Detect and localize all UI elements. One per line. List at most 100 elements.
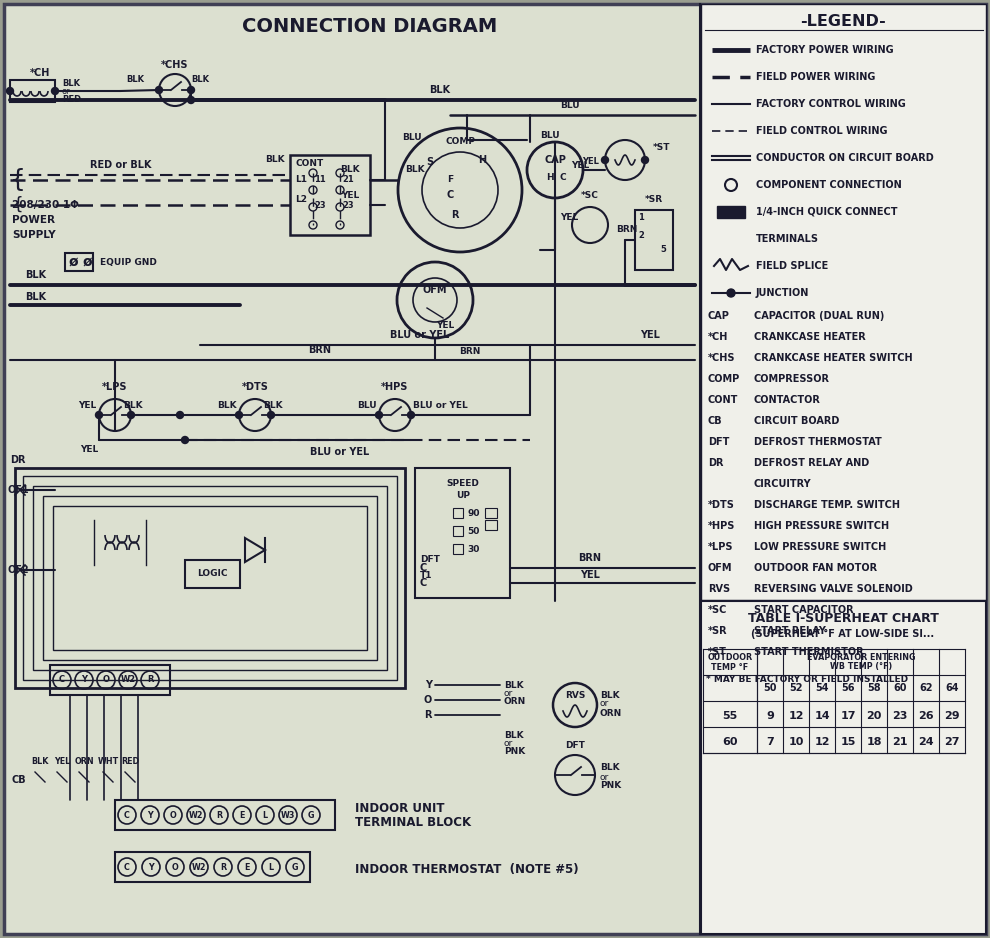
Text: H: H bbox=[478, 155, 486, 165]
Text: JUNCTION: JUNCTION bbox=[756, 288, 810, 298]
Text: Y: Y bbox=[425, 680, 432, 690]
Text: 21: 21 bbox=[892, 737, 908, 747]
Text: CRANKCASE HEATER: CRANKCASE HEATER bbox=[754, 332, 865, 342]
Text: EVAPORATOR ENTERING: EVAPORATOR ENTERING bbox=[807, 653, 915, 661]
Bar bbox=[453, 544, 463, 554]
Text: BLK: BLK bbox=[263, 401, 283, 410]
Circle shape bbox=[181, 436, 188, 444]
Text: YEL: YEL bbox=[80, 446, 98, 455]
Text: OUTDOOR: OUTDOOR bbox=[708, 653, 752, 661]
Text: INDOOR UNIT: INDOOR UNIT bbox=[355, 801, 445, 814]
Text: FIELD CONTROL WIRING: FIELD CONTROL WIRING bbox=[756, 126, 887, 136]
Text: 24: 24 bbox=[918, 737, 934, 747]
Text: 50: 50 bbox=[763, 683, 777, 693]
Bar bbox=[415, 468, 510, 598]
Text: O: O bbox=[103, 675, 110, 685]
Text: BLU: BLU bbox=[357, 401, 377, 410]
Text: OFM: OFM bbox=[423, 285, 447, 295]
Text: BLU: BLU bbox=[541, 130, 559, 140]
Bar bbox=[290, 155, 370, 235]
Text: COMP: COMP bbox=[445, 138, 475, 146]
Text: G: G bbox=[308, 810, 314, 820]
Text: BLK: BLK bbox=[32, 758, 49, 766]
Text: 12: 12 bbox=[788, 711, 804, 721]
Bar bbox=[453, 526, 463, 536]
Text: YEL: YEL bbox=[560, 213, 578, 221]
Text: 208/230 1Φ: 208/230 1Φ bbox=[12, 200, 79, 210]
Text: W2: W2 bbox=[121, 675, 136, 685]
Text: FACTORY POWER WIRING: FACTORY POWER WIRING bbox=[756, 45, 894, 55]
Text: BRN: BRN bbox=[309, 345, 332, 355]
Text: CIRCUIT BOARD: CIRCUIT BOARD bbox=[754, 416, 840, 426]
Circle shape bbox=[95, 412, 103, 418]
Text: T1: T1 bbox=[420, 570, 433, 580]
Text: BLU: BLU bbox=[560, 101, 580, 111]
Text: *CH: *CH bbox=[708, 332, 729, 342]
Text: R: R bbox=[220, 863, 226, 871]
Text: DR: DR bbox=[10, 455, 26, 465]
Bar bbox=[485, 508, 497, 518]
Text: BRN: BRN bbox=[578, 553, 602, 563]
Text: 23: 23 bbox=[343, 201, 353, 209]
Text: DFT: DFT bbox=[420, 555, 440, 565]
Text: E: E bbox=[245, 863, 249, 871]
Circle shape bbox=[187, 97, 194, 103]
Bar bbox=[453, 508, 463, 518]
Text: 62: 62 bbox=[920, 683, 933, 693]
Text: E: E bbox=[240, 810, 245, 820]
Circle shape bbox=[267, 412, 274, 418]
Bar bbox=[33, 486, 387, 670]
Text: BLU or YEL: BLU or YEL bbox=[390, 330, 449, 340]
Text: WB TEMP (°F): WB TEMP (°F) bbox=[830, 662, 892, 672]
Text: BLK: BLK bbox=[25, 292, 47, 302]
Text: RED or BLK: RED or BLK bbox=[90, 160, 151, 170]
Text: START CAPACITOR: START CAPACITOR bbox=[754, 605, 853, 615]
Text: DISCHARGE TEMP. SWITCH: DISCHARGE TEMP. SWITCH bbox=[754, 500, 900, 510]
Text: or: or bbox=[600, 773, 609, 781]
Text: ORN: ORN bbox=[600, 708, 623, 718]
Text: R: R bbox=[147, 675, 153, 685]
Text: *SC: *SC bbox=[708, 605, 728, 615]
Circle shape bbox=[375, 412, 382, 418]
Circle shape bbox=[642, 157, 648, 163]
Text: Y: Y bbox=[148, 863, 153, 871]
Text: DR: DR bbox=[708, 458, 724, 468]
Text: CONTACTOR: CONTACTOR bbox=[754, 395, 821, 405]
Text: BLK: BLK bbox=[265, 156, 285, 164]
Text: * MAY BE FACTORY OR FIELD INSTALLED: * MAY BE FACTORY OR FIELD INSTALLED bbox=[706, 674, 908, 684]
Circle shape bbox=[7, 87, 14, 95]
Text: F: F bbox=[446, 175, 453, 185]
Text: CONDUCTOR ON CIRCUIT BOARD: CONDUCTOR ON CIRCUIT BOARD bbox=[756, 153, 934, 163]
Text: 64: 64 bbox=[945, 683, 958, 693]
Text: BLU: BLU bbox=[402, 133, 422, 143]
Circle shape bbox=[128, 412, 135, 418]
Text: 23: 23 bbox=[892, 711, 908, 721]
Bar bbox=[115, 852, 310, 882]
Text: G: G bbox=[292, 863, 298, 871]
Bar bbox=[43, 496, 377, 660]
Text: 52: 52 bbox=[789, 683, 803, 693]
Text: BRN: BRN bbox=[459, 347, 481, 356]
Text: *HPS: *HPS bbox=[708, 521, 736, 531]
Text: CAP: CAP bbox=[544, 155, 566, 165]
Text: or: or bbox=[504, 688, 513, 698]
Bar bbox=[717, 206, 745, 218]
Text: 1: 1 bbox=[639, 214, 644, 222]
Text: RED: RED bbox=[121, 758, 139, 766]
Text: -LEGEND-: -LEGEND- bbox=[800, 14, 886, 29]
Text: CAPACITOR (DUAL RUN): CAPACITOR (DUAL RUN) bbox=[754, 311, 884, 321]
Text: 56: 56 bbox=[842, 683, 854, 693]
Text: 60: 60 bbox=[723, 737, 738, 747]
Text: YEL: YEL bbox=[436, 321, 454, 329]
Text: {: { bbox=[10, 168, 26, 192]
Text: R: R bbox=[425, 710, 432, 720]
Circle shape bbox=[51, 87, 58, 95]
Text: 20: 20 bbox=[866, 711, 882, 721]
Text: or: or bbox=[504, 738, 513, 748]
Text: 90: 90 bbox=[467, 508, 479, 518]
Text: START THERMISTOR: START THERMISTOR bbox=[754, 647, 863, 657]
Text: S: S bbox=[427, 157, 434, 167]
Text: 50: 50 bbox=[467, 526, 479, 536]
Text: *DTS: *DTS bbox=[708, 500, 735, 510]
Circle shape bbox=[602, 157, 609, 163]
